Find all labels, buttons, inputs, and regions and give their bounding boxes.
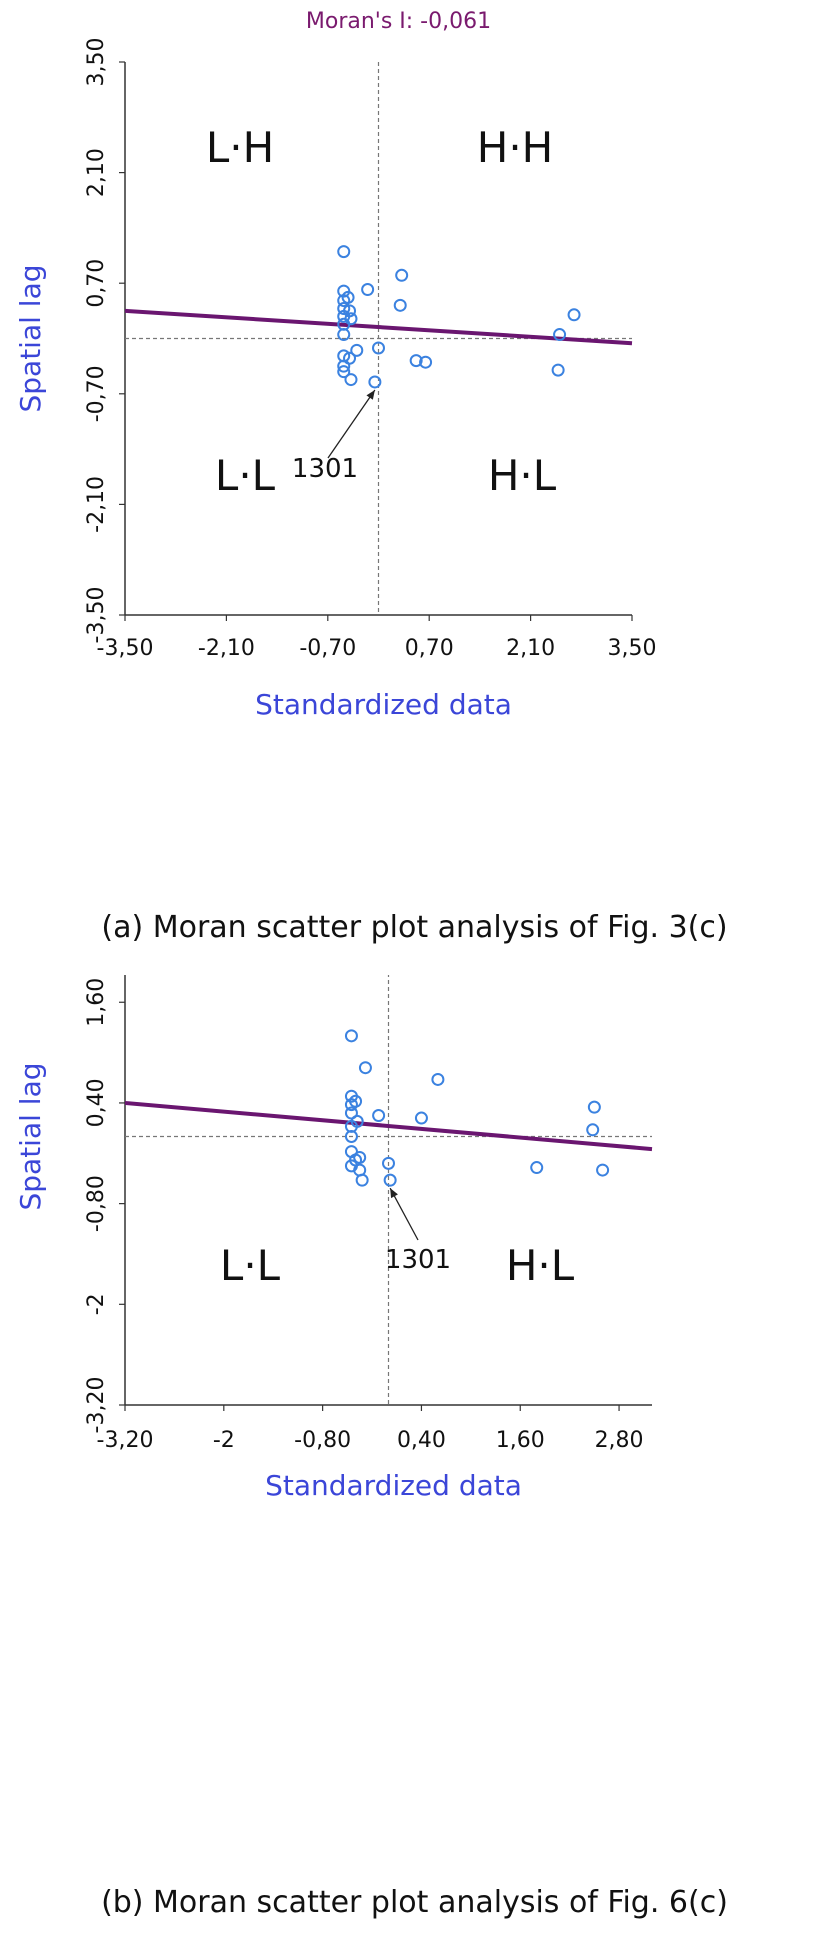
y-tick-label: 1,60	[84, 978, 109, 1027]
quadrant-label-hl: H·L	[488, 451, 557, 500]
y-axis-label-b: Spatial lag	[14, 1062, 47, 1210]
data-point	[596, 1163, 610, 1177]
data-point	[372, 1109, 386, 1123]
chart-title-a: Moran's I: -0,061	[306, 9, 491, 34]
y-tick-label: -3,50	[84, 587, 109, 644]
x-tick-label: -0,70	[299, 636, 356, 661]
data-point	[350, 343, 364, 357]
x-tick-label: 1,60	[496, 1428, 545, 1453]
data-point	[393, 298, 407, 312]
data-point	[431, 1072, 445, 1086]
data-point	[337, 365, 351, 379]
x-tick-label: -3,20	[97, 1428, 154, 1453]
x-tick-label: -0,80	[294, 1428, 351, 1453]
quadrant-label-hh: H·H	[477, 123, 554, 172]
annotation-label-b: 1301	[385, 1245, 451, 1275]
annotation-arrowhead-a	[366, 389, 375, 400]
data-point	[341, 290, 355, 304]
x-tick-label: 2,80	[595, 1428, 644, 1453]
y-tick-label: -3,20	[84, 1377, 109, 1434]
quadrant-label-ll: L·L	[215, 451, 276, 500]
data-point	[586, 1123, 600, 1137]
annotation-arrowhead-b	[390, 1188, 398, 1199]
data-point	[344, 373, 358, 387]
data-point	[587, 1100, 601, 1114]
data-point	[344, 1130, 358, 1143]
x-tick-label: 3,50	[608, 636, 657, 661]
figure-caption-b: (b) Moran scatter plot analysis of Fig. …	[101, 1885, 728, 1920]
x-tick-label: -2,10	[198, 636, 255, 661]
y-tick-label: -2	[84, 1293, 109, 1315]
quadrant-label-ll: L·L	[220, 1241, 281, 1290]
regression-line-b	[124, 1100, 653, 1152]
data-point	[383, 1173, 397, 1187]
data-point	[344, 312, 358, 326]
data-point	[409, 354, 423, 368]
data-point	[553, 328, 567, 342]
data-point	[337, 245, 351, 259]
data-point	[419, 355, 433, 369]
annotation-label-a: 1301	[292, 454, 358, 484]
y-axis-label-a: Spatial lag	[14, 264, 47, 412]
regression-line-a	[124, 308, 633, 346]
y-tick-label: 3,50	[84, 38, 109, 87]
y-tick-label: 2,10	[84, 148, 109, 197]
annotation-arrow-a	[327, 389, 376, 459]
data-point	[349, 1094, 363, 1108]
x-tick-label: -2	[213, 1428, 235, 1453]
x-tick-label: 2,10	[506, 636, 555, 661]
y-tick-label: 0,40	[84, 1078, 109, 1127]
data-point	[395, 268, 409, 282]
data-point	[355, 1173, 369, 1187]
data-point	[414, 1111, 428, 1125]
x-axis-label-a: Standardized data	[255, 688, 512, 721]
data-point	[361, 283, 375, 297]
data-point	[337, 328, 351, 342]
scatter-plot-b: Moran's I: -0,086-3,20-2-0,800,401,602,8…	[14, 975, 653, 1502]
data-point	[551, 363, 565, 377]
annotation-arrow-b	[389, 1187, 419, 1241]
data-point	[368, 375, 382, 389]
figure-caption-a: (a) Moran scatter plot analysis of Fig. …	[101, 910, 728, 945]
data-point	[372, 341, 385, 355]
data-point	[353, 1150, 367, 1164]
quadrant-label-hl: H·L	[506, 1241, 575, 1290]
data-point	[337, 301, 351, 315]
data-point	[382, 1156, 395, 1170]
x-tick-label: 0,70	[405, 636, 454, 661]
data-point	[343, 351, 357, 365]
data-point	[344, 1029, 358, 1043]
x-tick-label: 0,40	[397, 1428, 446, 1453]
data-point	[530, 1161, 544, 1175]
quadrant-label-lh: L·H	[206, 123, 274, 172]
data-point	[358, 1061, 372, 1075]
chart-panel-b: Moran's I: -0,086-3,20-2-0,800,401,602,8…	[0, 975, 829, 1951]
data-point	[350, 1114, 364, 1128]
scatter-plot-a: Moran's I: -0,061 -3,50 -2,10 -0,70 0,70 2,10…	[14, 9, 657, 721]
x-tick-label: -3,50	[97, 636, 154, 661]
data-point	[343, 304, 357, 318]
y-tick-label: -0,70	[84, 365, 109, 422]
x-axis-label-b: Standardized data	[265, 1469, 522, 1502]
y-tick-label: -2,10	[84, 476, 109, 533]
data-point	[567, 308, 581, 322]
y-tick-label: 0,70	[84, 259, 109, 308]
chart-panel-a: Moran's I: -0,061 -3,50 -2,10 -0,70 0,70 2,10…	[0, 0, 829, 975]
y-tick-label: -0,80	[84, 1175, 109, 1232]
